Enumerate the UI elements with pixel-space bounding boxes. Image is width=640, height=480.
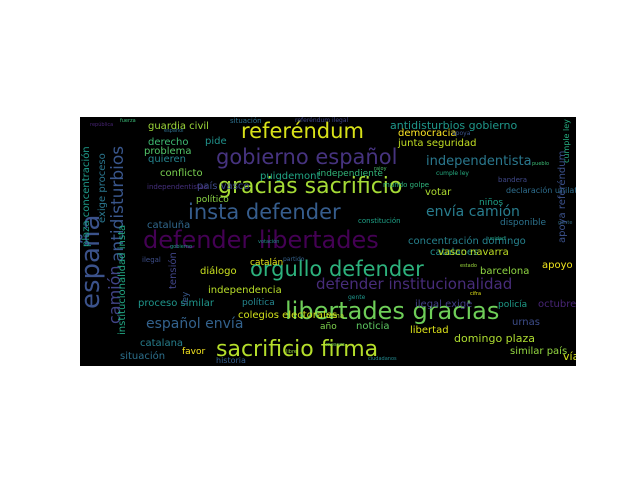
- word-cumple-ley: español: [164, 128, 184, 134]
- word-proceso-similar: proceso similar: [138, 298, 215, 309]
- word-defender-libertades: defender libertades: [143, 226, 379, 254]
- word-ninos: niños: [479, 198, 504, 208]
- word-situacion: situación: [120, 351, 166, 362]
- word-apoya-referendum: apoya referéndum: [557, 150, 568, 243]
- word-concentracion-domingo: concentración domingo: [408, 236, 526, 247]
- word-guardia-civil: guardia civil: [148, 121, 209, 132]
- word-espanol-envia: español envía: [146, 316, 244, 332]
- word-ilegal-vertical: cumple ley: [562, 119, 571, 163]
- word-urnas: urnas: [512, 317, 540, 328]
- word-problema: problema: [144, 146, 192, 157]
- word-ano: año: [320, 322, 337, 332]
- word-gobierno-espanol: gobierno español: [216, 145, 398, 169]
- word-disponible: disponible: [500, 218, 547, 228]
- word-cifra: ciudadanos: [368, 356, 397, 362]
- word-domingo-plaza: domingo plaza: [454, 332, 535, 345]
- word-republica: pueblo: [532, 161, 550, 167]
- word-rajoy: mossos: [326, 342, 345, 348]
- word-mundo-golpe: bandera: [498, 176, 528, 184]
- word-apoyo: apoyo: [542, 260, 573, 271]
- word-octubre: octubre: [538, 299, 576, 310]
- word-catalan: catalán: [250, 258, 284, 268]
- word-conflicto: conflicto: [160, 168, 203, 179]
- word-ilegal: cumple ley: [436, 170, 469, 177]
- word-estado: rajoy: [374, 166, 387, 172]
- word-via: vía: [563, 350, 576, 363]
- word-constitucion: apoya: [452, 130, 471, 137]
- word-libre: gente: [558, 220, 573, 226]
- word-declaracion-unilateral: historia: [216, 356, 246, 365]
- word-espanola: mundo golpe: [383, 181, 430, 189]
- word-democracia: democracia: [398, 128, 457, 139]
- word-tema: independentistas: [147, 183, 208, 191]
- word-ciudadanos: república: [90, 122, 114, 128]
- word-independentistas: constitución: [358, 217, 401, 225]
- word-bandera: declaración unilateral: [506, 186, 576, 195]
- word-dialogo: diálogo: [200, 266, 237, 277]
- word-votar: votar: [425, 187, 452, 198]
- word-politica: política: [242, 298, 275, 308]
- word-barcelona: barcelona: [480, 266, 530, 277]
- word-derecho: derecho: [148, 137, 189, 148]
- word-libertad: libertad: [410, 325, 449, 336]
- word-independentista: independentista: [426, 154, 532, 169]
- word-envia-camion: envía camión: [426, 204, 520, 220]
- word-quieren: quieren: [148, 154, 186, 165]
- word-policia: policía: [498, 300, 528, 310]
- word-referendum: referéndum: [241, 119, 364, 143]
- word-gobierno: fuerza: [120, 118, 136, 124]
- word-exige-proceso: exige proceso: [97, 153, 108, 223]
- word-gente: votación: [258, 239, 280, 245]
- word-votacion: estado: [460, 263, 477, 269]
- word-defender-institucionalidad: defender institucionalidad: [316, 275, 513, 293]
- word-cataluna: cataluña: [147, 220, 191, 231]
- word-noticia: noticia: [356, 321, 390, 332]
- word-antidisturbios-gobierno: antidisturbios gobierno: [390, 119, 518, 132]
- word-historia: tema: [326, 312, 345, 320]
- word-catalana: ilegal: [142, 256, 161, 264]
- word-espanol-small: partido: [283, 256, 305, 263]
- word-puigdemont: puigdemont: [260, 171, 321, 182]
- word-ley: ley: [181, 291, 191, 305]
- word-mossos: cifra: [470, 291, 482, 297]
- word-libertades-gracias: libertades gracias: [285, 297, 500, 325]
- word-similar-pais: similar país: [510, 346, 568, 357]
- word-institucionalidad-insta: institucionalidad insta: [117, 224, 128, 335]
- word-pueblo: unidad: [488, 236, 506, 242]
- word-apoya: situación: [230, 117, 262, 125]
- word-gente-small: gobierno: [170, 244, 193, 250]
- word-favor: favor: [182, 347, 206, 357]
- word-vasco-navarra: vasco navarra: [438, 247, 509, 258]
- word-junta-seguridad: junta seguridad: [398, 138, 477, 149]
- word-colegios-electorales: colegios electorales: [238, 310, 338, 321]
- word-independencia: independencia: [208, 285, 282, 296]
- word-unidad: libre: [286, 349, 297, 355]
- word-orgullo-defender: orgullo defender: [250, 257, 424, 281]
- word-independiente: independiente: [318, 169, 383, 179]
- word-catalanes: catalanes: [430, 247, 479, 258]
- word-plaza-concentracion: plaza concentración: [81, 146, 92, 247]
- word-sacrificio-firma: sacrificio firma: [216, 337, 379, 362]
- word-cloud: referéndum gobierno español gracias sacr…: [80, 117, 576, 366]
- word-politico: político: [196, 195, 229, 205]
- word-partido: gente: [348, 294, 366, 301]
- word-gracias-sacrificio: gracias sacrificio: [218, 174, 403, 199]
- word-ilegal-exige: ilegal exige: [415, 299, 473, 310]
- word-referendum-ilegal: catalana: [140, 338, 184, 349]
- word-situacion-small: referéndum ilegal: [295, 117, 349, 124]
- word-tension: tensión: [168, 252, 179, 289]
- word-insta-defender: insta defender: [188, 200, 341, 224]
- word-pide: pide: [205, 136, 227, 147]
- word-pais-vasco: país vasco: [197, 181, 250, 192]
